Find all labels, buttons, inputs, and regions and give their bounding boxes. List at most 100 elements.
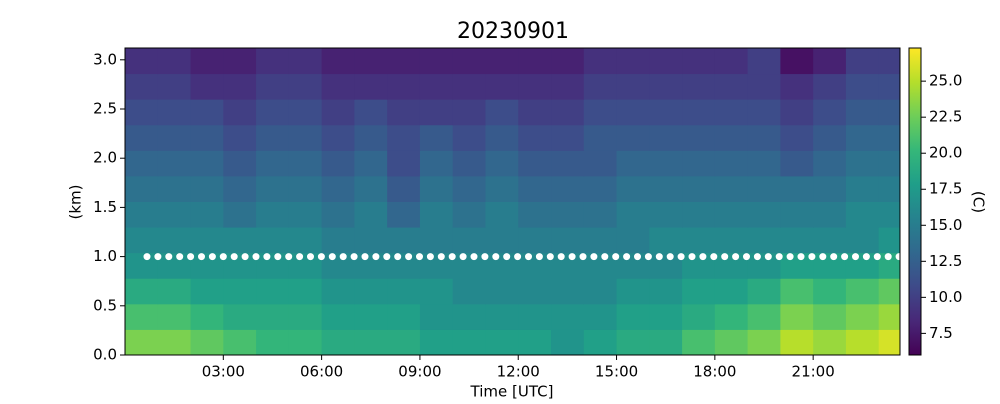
heatmap-cell <box>845 227 880 254</box>
heatmap-cell <box>256 201 290 228</box>
heatmap-cell <box>714 48 749 75</box>
heatmap-cell <box>747 150 781 177</box>
heatmap-cell <box>714 278 749 305</box>
heatmap-cell <box>157 201 192 228</box>
heatmap-cell <box>223 227 257 254</box>
heatmap-cell <box>157 150 192 177</box>
heatmap-cell <box>649 278 683 305</box>
heatmap-cell <box>845 303 880 330</box>
heatmap-cell <box>157 278 192 305</box>
heatmap-cell <box>354 278 388 305</box>
heatmap-cell <box>419 73 454 100</box>
heatmap-cell <box>714 124 749 151</box>
heatmap-cell <box>223 303 257 330</box>
heatmap-cell <box>682 48 716 75</box>
heatmap-cell <box>616 329 650 356</box>
heatmap-cell <box>321 73 355 100</box>
heatmap-cell <box>682 150 716 177</box>
heatmap-cell <box>321 278 355 305</box>
heatmap-cell <box>419 252 454 279</box>
heatmap-cell <box>682 175 716 202</box>
heatmap-cell <box>321 227 355 254</box>
colorbar-tick-label: 17.5 <box>929 180 962 198</box>
heatmap-cell <box>878 150 901 177</box>
heatmap-cell <box>616 150 650 177</box>
heatmap-cell <box>387 252 421 279</box>
heatmap-cell <box>780 278 814 305</box>
heatmap-cell <box>518 329 552 356</box>
heatmap-cell <box>583 150 618 177</box>
heatmap-cell <box>321 124 355 151</box>
heatmap-cell <box>190 278 224 305</box>
heatmap-cell <box>125 201 159 228</box>
colorbar-label: (C) <box>970 191 988 213</box>
heatmap-cell <box>288 150 323 177</box>
heatmap-cell <box>583 303 618 330</box>
heatmap-cell <box>190 124 224 151</box>
heatmap-cell <box>682 99 716 126</box>
heatmap-cell <box>845 252 880 279</box>
heatmap-cell <box>518 48 552 75</box>
heatmap-cell <box>190 201 224 228</box>
heatmap-cell <box>583 227 618 254</box>
x-tick-label: 21:00 <box>792 363 835 381</box>
heatmap-cell <box>321 201 355 228</box>
heatmap-cell <box>354 201 388 228</box>
heatmap-cell <box>878 48 901 75</box>
heatmap-cell <box>845 99 880 126</box>
heatmap-cell <box>354 150 388 177</box>
heatmap-cell <box>551 303 585 330</box>
heatmap-cell <box>583 278 618 305</box>
heatmap-cell <box>485 124 519 151</box>
heatmap-cell <box>256 48 290 75</box>
colorbar-tick-label: 25.0 <box>929 72 962 90</box>
heatmap-cell <box>747 227 781 254</box>
heatmap-cell <box>190 150 224 177</box>
heatmap-cell <box>747 99 781 126</box>
colorbar-tick-label: 12.5 <box>929 252 962 270</box>
heatmap-cell <box>682 201 716 228</box>
heatmap-cell <box>813 175 847 202</box>
heatmap-cell <box>747 252 781 279</box>
heatmap-cell <box>518 303 552 330</box>
heatmap-cell <box>387 175 421 202</box>
heatmap-cell <box>288 329 323 356</box>
heatmap-cell <box>223 99 257 126</box>
heatmap-cell <box>223 150 257 177</box>
heatmap-cell <box>288 48 323 75</box>
heatmap-cell <box>387 201 421 228</box>
heatmap-cell <box>813 124 847 151</box>
heatmap-cell <box>878 175 901 202</box>
heatmap-cell <box>485 73 519 100</box>
heatmap-cell <box>288 252 323 279</box>
heatmap-cell <box>780 329 814 356</box>
heatmap-cell <box>485 303 519 330</box>
heatmap-cell <box>649 175 683 202</box>
heatmap-cell <box>649 329 683 356</box>
heatmap-cell <box>354 227 388 254</box>
x-axis-label: Time [UTC] <box>470 383 554 401</box>
colorbar-tick-label: 15.0 <box>929 216 962 234</box>
heatmap-cell <box>190 73 224 100</box>
heatmap-cell <box>813 227 847 254</box>
heatmap-cell <box>583 124 618 151</box>
heatmap-cell <box>616 48 650 75</box>
y-tick-label: 1.5 <box>93 198 117 216</box>
heatmap-cell <box>551 252 585 279</box>
heatmap-cell <box>682 124 716 151</box>
heatmap-cell <box>878 278 901 305</box>
heatmap-cell <box>780 303 814 330</box>
heatmap-cell <box>682 278 716 305</box>
heatmap-cell <box>845 124 880 151</box>
heatmap-cell <box>518 73 552 100</box>
heatmap-cell <box>714 201 749 228</box>
heatmap-cell <box>125 124 159 151</box>
heatmap-cell <box>125 175 159 202</box>
heatmap-cell <box>387 124 421 151</box>
heatmap-cell <box>551 124 585 151</box>
heatmap-cell <box>583 329 618 356</box>
heatmap-cell <box>452 252 486 279</box>
heatmap-cell <box>321 48 355 75</box>
heatmap-cell <box>419 124 454 151</box>
